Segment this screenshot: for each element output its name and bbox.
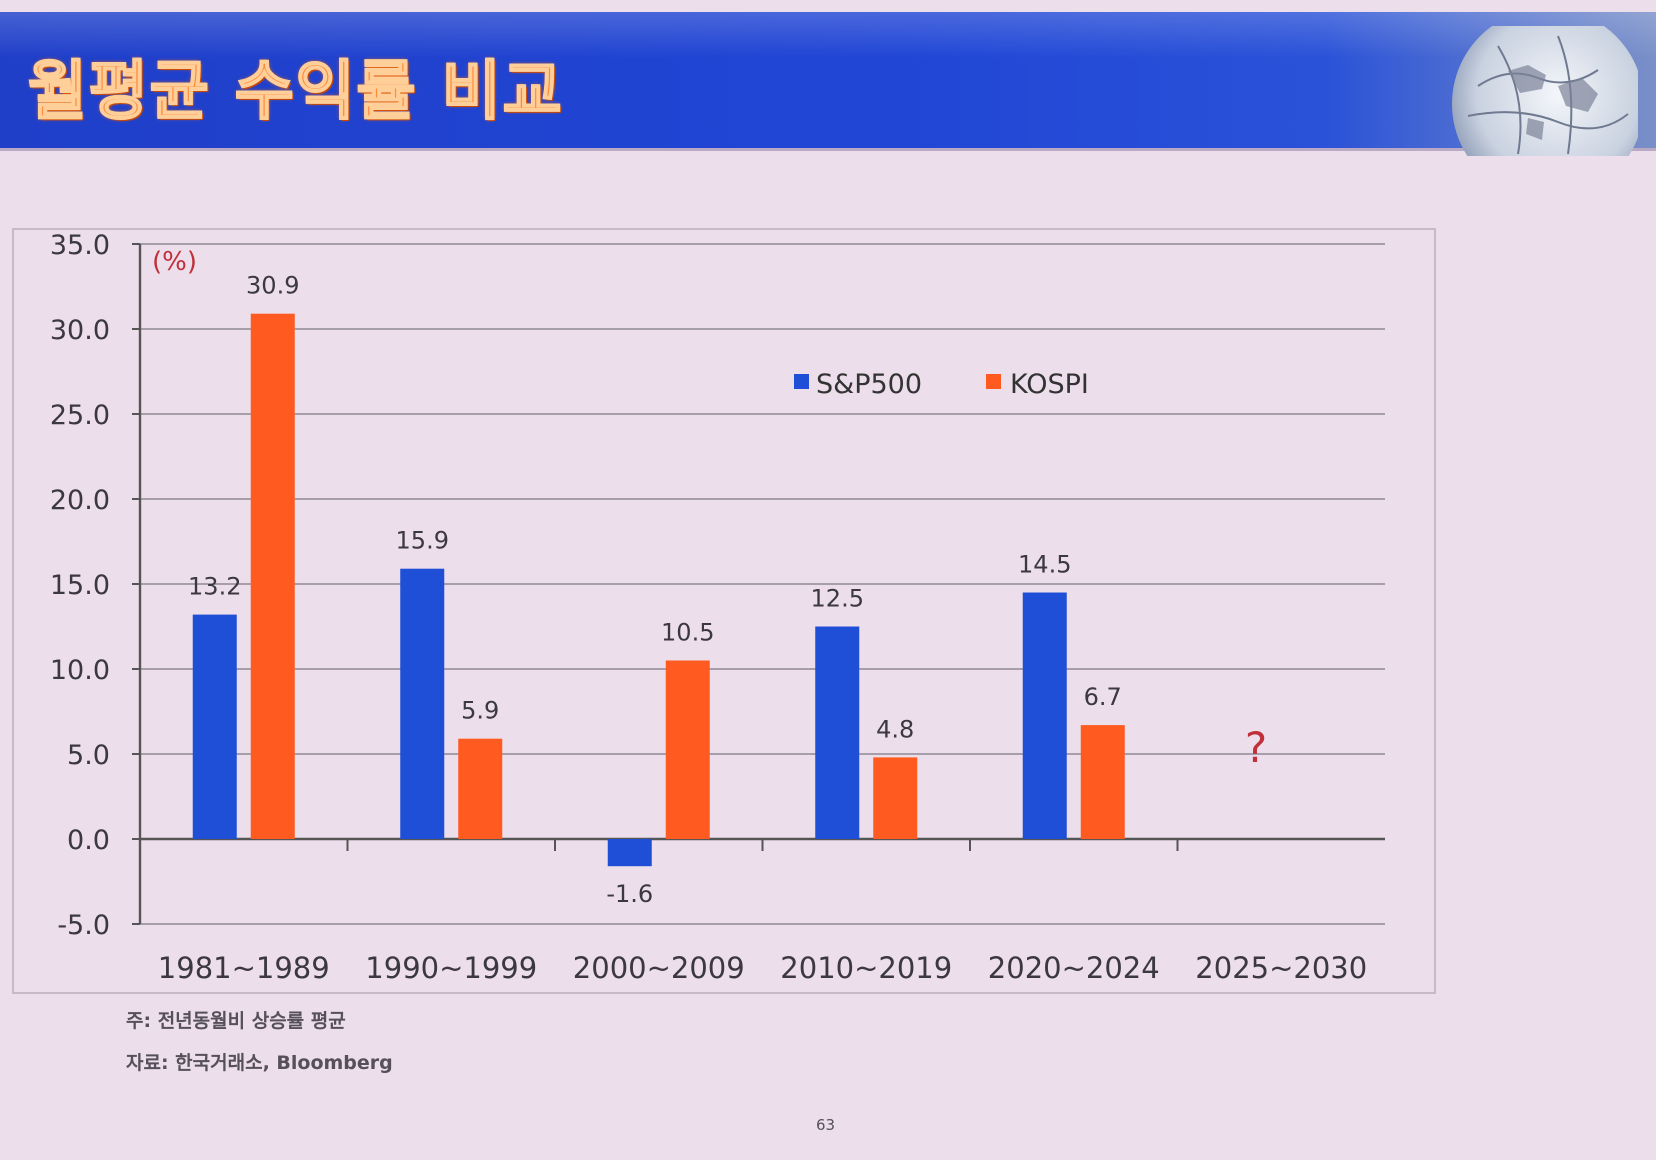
y-tick-label: 20.0	[50, 485, 110, 516]
y-tick-label: 0.0	[67, 825, 110, 856]
footnote-source: 자료: 한국거래소, Bloomberg	[126, 1052, 393, 1074]
legend-swatch-sp500	[794, 374, 809, 389]
title-banner: 월평균 수익률 비교	[0, 12, 1656, 156]
question-mark-annotation: ?	[1245, 723, 1267, 772]
y-tick-label: 30.0	[50, 315, 110, 346]
data-label-sp500: -1.6	[606, 880, 653, 908]
x-tick-label: 2025~2030	[1195, 951, 1367, 985]
data-label-sp500: 13.2	[188, 573, 241, 601]
legend-swatch-kospi	[986, 374, 1001, 389]
footnote-note: 주: 전년동월비 상승률 평균	[126, 1010, 346, 1032]
bar-sp500	[815, 626, 860, 839]
unit-label: (%)	[152, 247, 197, 277]
data-label-kospi: 6.7	[1084, 683, 1122, 711]
y-tick-label: 35.0	[50, 230, 110, 261]
bar-kospi	[458, 738, 503, 839]
gridlines	[140, 243, 1385, 925]
bar-sp500	[400, 568, 445, 839]
bar-sp500	[607, 839, 652, 867]
bar-kospi	[665, 660, 710, 839]
bar-sp500	[1022, 592, 1067, 839]
data-label-kospi: 5.9	[461, 697, 499, 725]
data-label-sp500: 12.5	[811, 585, 864, 613]
data-label-kospi: 10.5	[661, 619, 714, 647]
x-tick-label: 2020~2024	[988, 951, 1160, 985]
legend-label-kospi: KOSPI	[1010, 369, 1089, 400]
axes: 35.0 30.0 25.0 20.0 15.0 10.0 5.0 0.0 -5.0 1981~1…	[50, 230, 1385, 985]
data-label-sp500: 14.5	[1018, 551, 1071, 579]
bar-kospi	[1080, 725, 1125, 839]
page-number: 63	[816, 1116, 836, 1134]
y-tick-label: 25.0	[50, 400, 110, 431]
x-tick-label: 2000~2009	[573, 951, 745, 985]
y-tick-label: -5.0	[57, 910, 110, 941]
data-label-sp500: 15.9	[396, 527, 449, 555]
bars	[192, 313, 1125, 867]
globe-icon	[1452, 26, 1638, 156]
slide-title: 월평균 수익률 비교	[27, 54, 564, 130]
y-tick-label: 5.0	[67, 740, 110, 771]
legend: S&P500 KOSPI	[794, 369, 1089, 400]
chart-frame	[12, 228, 1436, 994]
data-label-kospi: 30.9	[246, 272, 299, 300]
x-tick-label: 1990~1999	[365, 951, 537, 985]
legend-label-sp500: S&P500	[816, 369, 922, 400]
data-label-kospi: 4.8	[876, 715, 914, 743]
x-tick-label: 2010~2019	[780, 951, 952, 985]
bar-kospi	[250, 313, 295, 839]
data-labels: 13.2 30.9 15.9 5.9 -1.6 10.5 12.5 4.8 14.5 6.7	[188, 272, 1122, 909]
x-tick-label: 1981~1989	[158, 951, 330, 985]
y-tick-label: 10.0	[50, 655, 110, 686]
bar-kospi	[873, 757, 918, 839]
y-tick-label: 15.0	[50, 570, 110, 601]
banner-gloss	[0, 12, 1656, 58]
bar-sp500	[192, 614, 237, 839]
